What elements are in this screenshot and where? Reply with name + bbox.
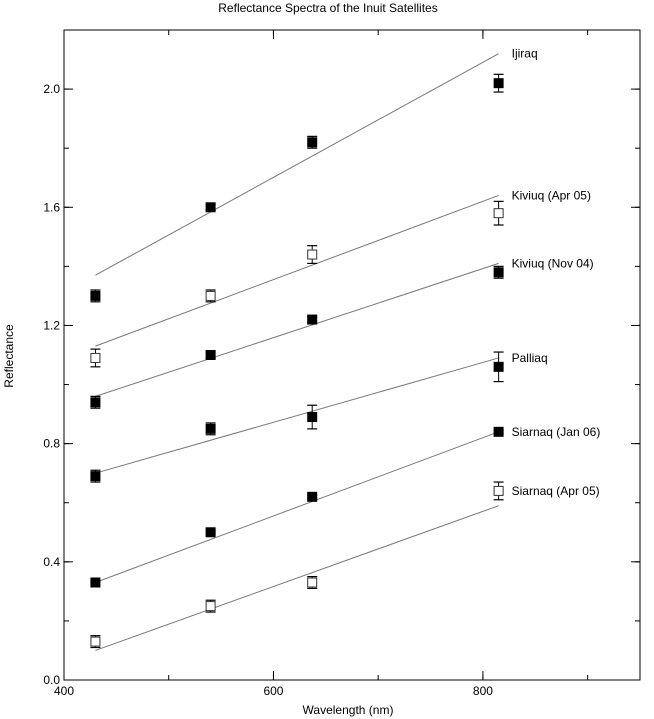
data-point bbox=[307, 412, 318, 423]
series-label: Siarnaq (Apr 05) bbox=[512, 484, 600, 498]
data-point bbox=[493, 361, 504, 372]
data-point bbox=[90, 577, 101, 588]
data-point bbox=[493, 267, 504, 278]
data-point bbox=[493, 426, 504, 437]
chart-title: Reflectance Spectra of the Inuit Satelli… bbox=[218, 1, 437, 15]
data-point bbox=[493, 208, 504, 219]
x-tick-label: 600 bbox=[263, 684, 283, 698]
y-axis-label: Reflectance bbox=[2, 324, 16, 388]
series-labels: Ijiraq Kiviuq (Apr 05) Kiviuq (Nov 04) Pall… bbox=[512, 47, 601, 498]
data-point bbox=[205, 527, 216, 538]
series-label: Ijiraq bbox=[512, 47, 538, 61]
data-point bbox=[307, 491, 318, 502]
data-point bbox=[90, 397, 101, 408]
y-tick-label: 1.6 bbox=[43, 200, 60, 214]
data-point bbox=[90, 636, 101, 647]
y-tick-label: 1.2 bbox=[43, 318, 60, 332]
axis-ticks: 400 600 800 0.0 0.4 0.8 1.2 1.6 2.0 bbox=[43, 29, 640, 698]
data-point bbox=[307, 249, 318, 260]
data-point bbox=[307, 137, 318, 148]
fit-line bbox=[95, 53, 499, 276]
fit-line bbox=[95, 262, 499, 397]
fit-line bbox=[95, 431, 499, 583]
series-label: Kiviuq (Apr 05) bbox=[512, 188, 591, 202]
fit-lines bbox=[95, 53, 499, 651]
x-tick-label: 800 bbox=[473, 684, 493, 698]
fit-line bbox=[95, 194, 499, 347]
data-point bbox=[493, 78, 504, 89]
fit-line bbox=[95, 505, 499, 651]
plot-frame bbox=[63, 29, 641, 681]
y-tick-label: 2.0 bbox=[43, 82, 60, 96]
data-point bbox=[205, 350, 216, 360]
y-tick-label: 0.8 bbox=[43, 437, 60, 451]
data-point bbox=[307, 577, 318, 588]
series-label: Palliaq bbox=[512, 351, 548, 365]
data-point bbox=[205, 423, 216, 434]
data-point bbox=[205, 202, 216, 213]
y-tick-label: 0.4 bbox=[43, 555, 60, 569]
x-tick-label: 400 bbox=[54, 684, 74, 698]
data-point bbox=[90, 471, 101, 482]
data-point bbox=[205, 290, 216, 301]
data-points bbox=[90, 73, 504, 649]
data-point bbox=[205, 601, 216, 612]
series-label: Kiviuq (Nov 04) bbox=[512, 256, 594, 270]
fit-line bbox=[95, 357, 499, 474]
x-axis-label: Wavelength (nm) bbox=[303, 703, 394, 717]
data-point bbox=[493, 485, 504, 496]
data-point bbox=[90, 352, 101, 363]
data-point bbox=[90, 290, 101, 301]
y-tick-label: 0.0 bbox=[43, 673, 60, 687]
data-point bbox=[307, 314, 318, 325]
series-label: Siarnaq (Jan 06) bbox=[512, 425, 601, 439]
